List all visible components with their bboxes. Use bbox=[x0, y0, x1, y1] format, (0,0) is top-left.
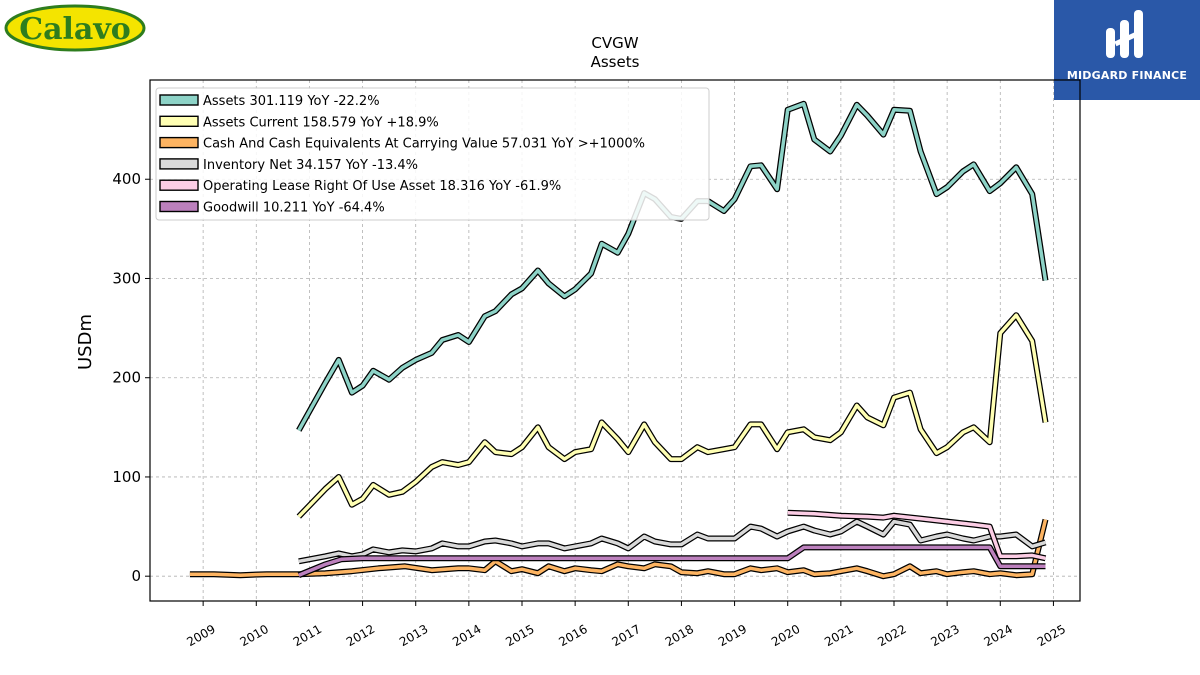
x-tick-label: 2018 bbox=[663, 622, 696, 649]
x-tick-label: 2011 bbox=[291, 622, 324, 649]
midgard-emblem-icon bbox=[1106, 10, 1143, 58]
x-tick-label: 2023 bbox=[928, 622, 961, 649]
legend-label-goodwill: Goodwill 10.211 YoY -64.4% bbox=[203, 201, 385, 216]
plot-area-frame bbox=[149, 79, 1081, 602]
x-tick-label: 2024 bbox=[982, 622, 1015, 649]
series-layer bbox=[189, 100, 1049, 580]
series-line-cash-and-cash-equivalents-at-carrying-value bbox=[189, 519, 1048, 578]
legend: Assets 301.119 YoY -22.2% Assets Current … bbox=[155, 87, 710, 221]
y-tick-label: 0 bbox=[131, 567, 141, 585]
x-tick-label: 2019 bbox=[716, 622, 749, 649]
calavo-logo-text: Calavo bbox=[19, 12, 131, 47]
x-tick-label: 2014 bbox=[450, 622, 483, 649]
legend-label-assets: Assets 301.119 YoY -22.2% bbox=[203, 94, 380, 109]
series-line-operating-lease-right-of-use-asset bbox=[787, 510, 1046, 561]
x-tick-label: 2015 bbox=[503, 622, 536, 649]
x-tick-label: 2020 bbox=[769, 622, 802, 649]
x-tick-label: 2022 bbox=[875, 622, 908, 649]
legend-swatch-operating-lease-right-of-use-asset bbox=[159, 179, 199, 191]
chart-title: CVGW bbox=[591, 34, 638, 52]
series-line-goodwill bbox=[298, 545, 1046, 577]
x-tick-label: 2025 bbox=[1035, 622, 1068, 649]
y-tick-label: 100 bbox=[112, 468, 141, 486]
legend-label-cash-and-cash-equivalents-at-carrying-value: Cash And Cash Equivalents At Carrying Va… bbox=[203, 137, 645, 152]
midgard-logo-text: MIDGARD FINANCE bbox=[1066, 69, 1188, 82]
legend-label-inventory-net: Inventory Net 34.157 YoY -13.4% bbox=[203, 158, 418, 173]
x-tick-label: 2010 bbox=[238, 622, 271, 649]
series-line-inventory-net bbox=[298, 519, 1047, 564]
legend-label-assets-current: Assets Current 158.579 YoY +18.9% bbox=[203, 115, 439, 130]
legend-swatch-assets-current bbox=[159, 115, 199, 128]
y-tick-label: 400 bbox=[112, 170, 141, 188]
midgard-finance-logo: MIDGARD FINANCE bbox=[1054, 0, 1200, 100]
x-tick-label: 2009 bbox=[184, 622, 217, 649]
calavo-logo: Calavo bbox=[4, 4, 146, 52]
x-tick-label: 2013 bbox=[397, 622, 430, 649]
x-tick-label: 2016 bbox=[556, 622, 589, 649]
legend-swatch-inventory-net bbox=[159, 158, 199, 170]
x-tick-label: 2017 bbox=[610, 622, 643, 649]
legend-swatch-goodwill bbox=[159, 200, 199, 213]
legend-swatch-assets bbox=[159, 94, 199, 106]
legend-box bbox=[155, 87, 710, 221]
x-tick-label: 2021 bbox=[822, 622, 855, 649]
y-axis-label: USDm bbox=[75, 314, 96, 370]
y-tick-label: 300 bbox=[112, 269, 141, 287]
calavo-logo-ring bbox=[4, 4, 146, 52]
series-inventory-net bbox=[298, 518, 1047, 565]
legend-swatch-cash-and-cash-equivalents-at-carrying-value bbox=[159, 136, 199, 149]
series-line-assets-current bbox=[297, 313, 1048, 518]
series-assets-current bbox=[296, 312, 1049, 519]
series-operating-lease-right-of-use-asset bbox=[787, 509, 1047, 562]
legend-label-operating-lease-right-of-use-asset: Operating Lease Right Of Use Asset 18.31… bbox=[203, 179, 561, 194]
chart-subtitle: Assets bbox=[591, 53, 640, 71]
y-tick-label: 200 bbox=[112, 369, 141, 387]
series-goodwill bbox=[297, 544, 1046, 578]
series-cash-and-cash-equivalents-at-carrying-value bbox=[189, 518, 1049, 580]
x-tick-label: 2012 bbox=[344, 622, 377, 649]
